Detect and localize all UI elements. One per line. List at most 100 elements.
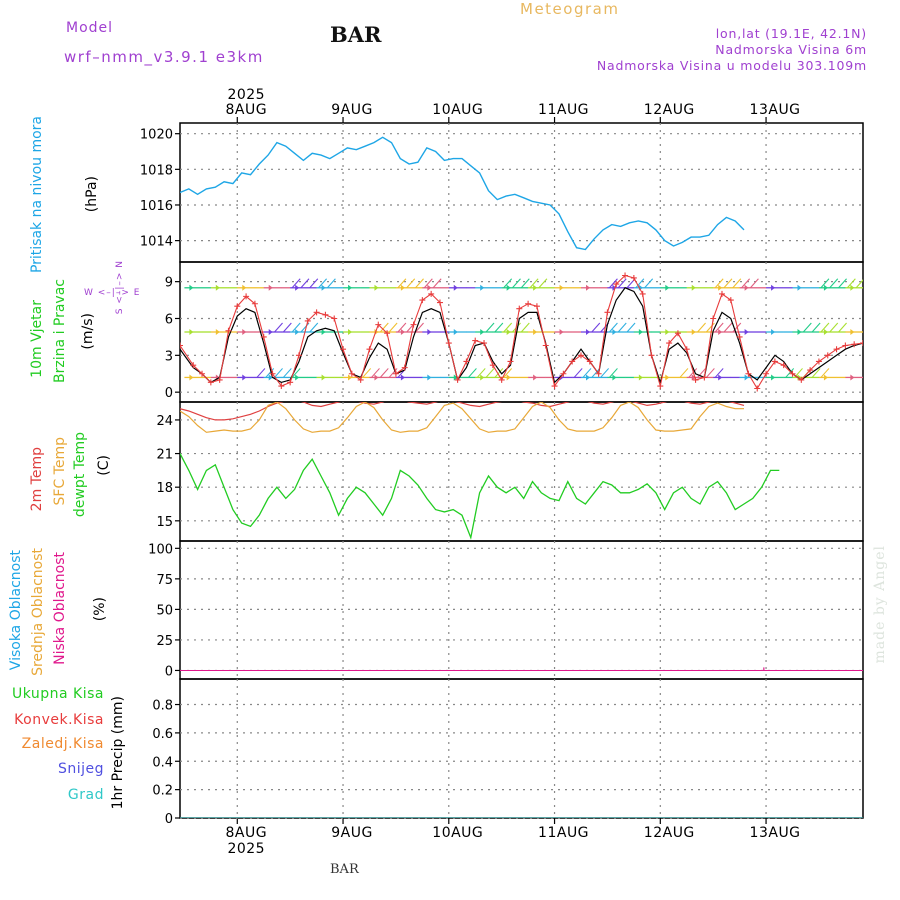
wind-barb-feather bbox=[609, 368, 618, 378]
wind-obs-marker bbox=[313, 309, 320, 316]
wind-arrow-head bbox=[427, 284, 432, 291]
wind-barb-feather bbox=[679, 368, 689, 378]
wind-obs-marker bbox=[560, 370, 567, 377]
wind-obs-marker bbox=[366, 346, 373, 353]
wind-arrow-head bbox=[638, 374, 643, 381]
wind-obs-marker bbox=[780, 362, 787, 369]
wind-arrow-head bbox=[189, 374, 194, 381]
wind-obs-marker bbox=[419, 297, 426, 304]
wind-obs-marker bbox=[260, 333, 267, 340]
wind-obs-marker bbox=[754, 385, 761, 392]
wind-arrow-head bbox=[585, 374, 590, 381]
wind-obs-marker bbox=[199, 370, 206, 377]
wind-barb-feather bbox=[415, 278, 424, 289]
wind-arrow-head bbox=[585, 329, 590, 335]
compass-label: W <–|–> E bbox=[84, 288, 141, 298]
legend-snow: Snijeg bbox=[57, 761, 104, 777]
wind-obs-marker bbox=[207, 379, 214, 386]
wind-barb-feather bbox=[485, 368, 495, 378]
wind-barb-feather bbox=[820, 278, 830, 289]
wind-obs-marker bbox=[489, 362, 496, 369]
legend-hail: Grad bbox=[67, 787, 104, 803]
wind-barb-feather bbox=[432, 278, 442, 289]
wind-arrow-head bbox=[691, 329, 696, 335]
wind-arrow-head bbox=[506, 374, 511, 381]
wind-obs-marker bbox=[498, 376, 505, 383]
wind-obs-marker bbox=[551, 383, 558, 390]
wind-barb-feather bbox=[494, 368, 504, 378]
wind-barb-feather bbox=[750, 278, 759, 289]
panel-frame-4 bbox=[179, 678, 864, 819]
wind-obs-marker bbox=[533, 303, 540, 310]
wind-obs-marker bbox=[225, 327, 232, 334]
wind-barb-feather bbox=[697, 368, 706, 378]
wind-barb-feather bbox=[265, 368, 275, 378]
wind-arrow-head bbox=[348, 284, 353, 291]
ytick-label-4: 0.8 bbox=[152, 699, 173, 714]
legend-freezing-rain: Zaledj.Kisa bbox=[21, 736, 104, 752]
ytick-label-3: 25 bbox=[156, 634, 173, 649]
day-label-top: 11AUG bbox=[538, 102, 589, 118]
wind-arrow-head bbox=[189, 284, 194, 291]
wind-obs-marker bbox=[331, 315, 338, 322]
wind-obs-marker bbox=[798, 376, 805, 383]
wind-barb-feather bbox=[635, 278, 645, 289]
wind-barb-feather bbox=[820, 322, 830, 333]
wind-arrow-head bbox=[242, 374, 247, 381]
wind-obs-marker bbox=[384, 330, 391, 337]
wind-arrow-head bbox=[480, 374, 485, 381]
wind-arrow-head bbox=[823, 284, 828, 291]
ytick-label-2: 15 bbox=[156, 515, 173, 530]
ytick-label-1: 9 bbox=[165, 276, 173, 291]
wind-arrow-head bbox=[321, 374, 326, 381]
wind-obs-marker bbox=[428, 290, 435, 297]
ytick-label-1: 0 bbox=[165, 386, 173, 401]
wind-barb-feather bbox=[300, 278, 310, 289]
wind-arrow-head bbox=[321, 284, 326, 291]
wind-barb-feather bbox=[494, 322, 504, 333]
legend-total-rain: Ukupna Kisa bbox=[11, 686, 104, 702]
wind-obs-marker bbox=[190, 362, 197, 369]
wind-obs-marker bbox=[401, 364, 408, 371]
wind-obs-marker bbox=[525, 300, 532, 307]
wind-barb-feather bbox=[785, 368, 795, 378]
wind-barb-feather bbox=[723, 322, 733, 333]
bottom-station-label: BAR bbox=[330, 862, 359, 877]
wind-obs-marker bbox=[727, 297, 734, 304]
wind-barb-feather bbox=[327, 278, 336, 289]
wind-obs-marker bbox=[410, 321, 417, 328]
ytick-label-4: 0.2 bbox=[152, 784, 173, 799]
station-title: BAR bbox=[330, 22, 382, 47]
wind-arrow-head bbox=[612, 284, 617, 291]
wind-barb-feather bbox=[388, 368, 398, 378]
day-label-top: 8AUG bbox=[225, 102, 267, 118]
wind-obs-marker bbox=[357, 376, 364, 383]
wind-obs-marker bbox=[666, 340, 673, 347]
wind-obs-marker bbox=[674, 330, 681, 337]
wind-obs-marker bbox=[516, 305, 523, 312]
wind-barb-feather bbox=[300, 322, 310, 333]
day-label-bottom: 11AUG bbox=[538, 825, 589, 841]
wind-arrow-head bbox=[506, 284, 511, 291]
wind-obs-marker bbox=[630, 274, 637, 281]
wind-obs-marker bbox=[851, 341, 858, 348]
wind-obs-marker bbox=[613, 281, 620, 288]
wind-arrow-head bbox=[427, 374, 432, 381]
wind-arrow-head bbox=[242, 329, 247, 335]
wind-obs-marker bbox=[436, 299, 443, 306]
wind-arrow-head bbox=[533, 374, 538, 381]
wind-arrow-head bbox=[612, 329, 617, 335]
day-label-bottom: 13AUG bbox=[750, 825, 801, 841]
wind-arrow-head bbox=[453, 374, 458, 381]
wind-barb-feather bbox=[573, 368, 583, 378]
wind-barb-feather bbox=[705, 368, 715, 378]
ytick-label-0: 1018 bbox=[140, 163, 173, 178]
day-label-top: 9AUG bbox=[331, 102, 373, 118]
wind-arrow-head bbox=[771, 284, 776, 291]
wind-barb-feather bbox=[309, 322, 319, 333]
wind-arrow-head bbox=[480, 284, 485, 291]
wind-arrow-head bbox=[744, 329, 749, 335]
wind-barb-feather bbox=[538, 278, 548, 289]
wind-barb-feather bbox=[379, 322, 389, 333]
wind-barb-feather bbox=[291, 278, 301, 289]
